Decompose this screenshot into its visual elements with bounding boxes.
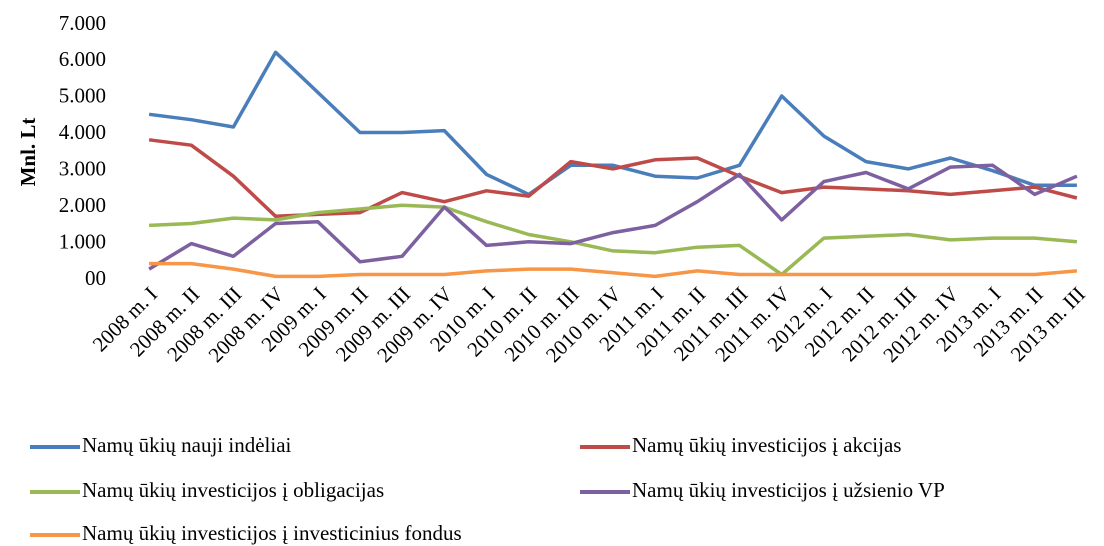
y-tick-label: 5.000	[59, 84, 106, 108]
series-line	[148, 163, 1078, 271]
series-line	[148, 50, 1077, 197]
legend-label: Namų ūkių investicijos į obligacijas	[82, 478, 384, 502]
series-line	[149, 203, 1078, 277]
y-tick-label: 1.000	[59, 229, 106, 253]
y-tick-label: 3.000	[59, 157, 106, 181]
series-line	[149, 261, 1078, 279]
y-tick-label: 4.000	[59, 120, 106, 144]
y-tick-label: 00	[85, 266, 106, 290]
y-axis-label: Mnl. Lt	[16, 118, 40, 187]
y-tick-label: 7.000	[59, 11, 106, 35]
legend-label: Namų ūkių investicijos į užsienio VP	[632, 478, 945, 502]
y-tick-label: 2.000	[59, 193, 106, 217]
legend-label: Namų ūkių investicijos į akcijas	[632, 433, 901, 457]
legend-label: Namų ūkių investicijos į investicinius f…	[82, 521, 462, 545]
legend-label: Namų ūkių nauji indėliai	[82, 433, 292, 457]
y-tick-label: 6.000	[59, 47, 106, 71]
series-line	[148, 138, 1078, 219]
